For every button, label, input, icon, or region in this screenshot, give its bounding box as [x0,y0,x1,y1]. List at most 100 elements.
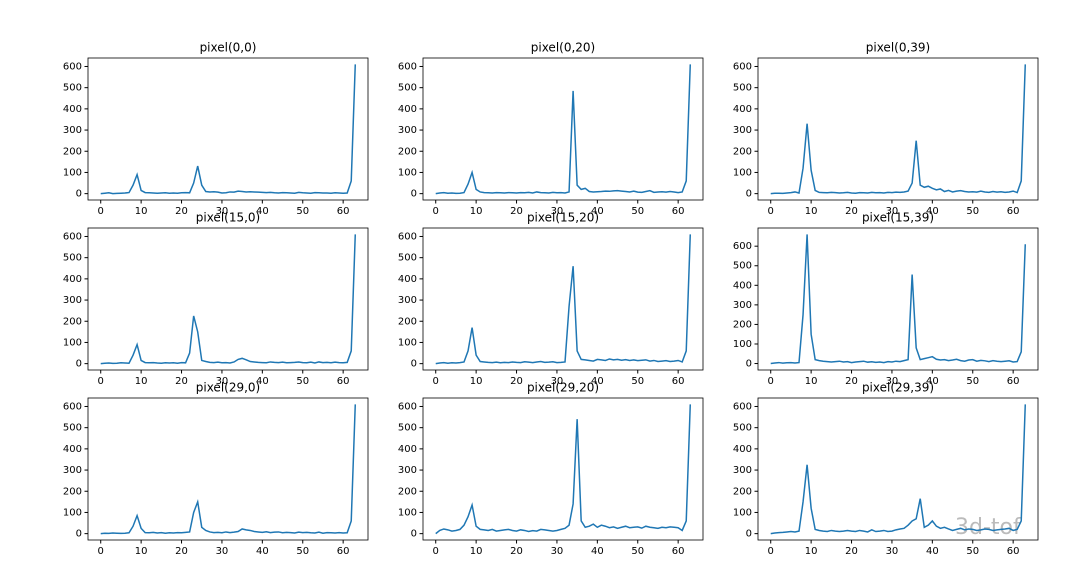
x-tick-label: 60 [337,376,350,387]
x-tick-label: 60 [337,546,350,557]
y-tick-label: 100 [63,337,82,348]
x-tick-label: 20 [175,206,188,217]
x-tick-label: 20 [510,376,523,387]
y-tick-label: 100 [733,507,752,518]
x-tick-label: 50 [631,376,644,387]
x-tick-label: 50 [966,546,979,557]
y-tick-label: 400 [398,444,417,455]
x-tick-label: 20 [845,376,858,387]
x-tick-label: 60 [1007,206,1020,217]
x-tick-label: 50 [296,546,309,557]
x-tick-label: 40 [591,376,604,387]
x-tick-label: 30 [216,376,229,387]
y-tick-label: 0 [411,529,417,540]
x-tick-label: 0 [98,376,104,387]
y-tick-label: 200 [63,316,82,327]
x-tick-label: 20 [845,546,858,557]
y-tick-label: 200 [733,146,752,157]
axes-frame [757,397,1039,541]
x-tick-label: 20 [510,546,523,557]
x-tick-label: 0 [768,376,774,387]
x-tick-label: 50 [296,376,309,387]
y-tick-label: 0 [411,189,417,200]
y-tick-label: 500 [398,423,417,434]
x-tick-label: 10 [470,206,483,217]
chart-title: pixel(29,20) [527,381,599,395]
y-tick-label: 500 [733,83,752,94]
axes-frame [757,227,1039,371]
x-tick-label: 60 [672,376,685,387]
x-tick-label: 50 [966,206,979,217]
y-tick-label: 100 [398,167,417,178]
x-tick-label: 0 [433,376,439,387]
x-tick-label: 40 [256,376,269,387]
x-tick-label: 60 [1007,546,1020,557]
axes-frame [422,397,704,541]
y-tick-label: 500 [398,83,417,94]
x-tick-label: 60 [1007,376,1020,387]
x-tick-label: 30 [551,376,564,387]
y-tick-label: 300 [398,465,417,476]
y-tick-label: 0 [76,189,82,200]
y-tick-label: 500 [733,423,752,434]
chart-title: pixel(15,0) [196,211,260,225]
y-tick-label: 300 [733,125,752,136]
y-tick-label: 0 [746,529,752,540]
axes-frame [87,57,369,201]
x-tick-label: 20 [175,376,188,387]
y-tick-label: 100 [63,167,82,178]
x-tick-label: 0 [98,206,104,217]
axes-frame [87,397,369,541]
x-tick-label: 30 [551,206,564,217]
y-tick-label: 600 [733,61,752,72]
y-tick-label: 600 [733,401,752,412]
x-tick-label: 10 [135,546,148,557]
y-tick-label: 200 [733,319,752,330]
x-tick-label: 50 [631,546,644,557]
y-tick-label: 400 [398,104,417,115]
y-tick-label: 100 [63,507,82,518]
y-tick-label: 200 [63,146,82,157]
x-tick-label: 20 [510,206,523,217]
data-line [435,64,692,195]
y-tick-label: 200 [733,486,752,497]
x-tick-label: 10 [135,206,148,217]
y-tick-label: 600 [63,231,82,242]
y-tick-label: 600 [63,401,82,412]
y-tick-label: 500 [63,423,82,434]
x-tick-label: 30 [886,206,899,217]
chart-title: pixel(15,39) [862,211,934,225]
x-tick-label: 10 [470,546,483,557]
y-tick-label: 0 [76,359,82,370]
y-tick-label: 500 [63,83,82,94]
data-line [100,404,357,535]
x-tick-label: 10 [470,376,483,387]
y-tick-label: 600 [63,61,82,72]
x-tick-label: 30 [886,376,899,387]
data-line [770,234,1027,365]
data-line [100,234,357,365]
y-tick-label: 400 [733,280,752,291]
y-tick-label: 400 [63,444,82,455]
x-tick-label: 40 [591,206,604,217]
x-tick-label: 40 [926,376,939,387]
x-tick-label: 40 [926,546,939,557]
chart-title: pixel(0,39) [866,41,930,55]
axes-frame [422,227,704,371]
y-tick-label: 300 [733,300,752,311]
y-tick-label: 500 [398,253,417,264]
x-tick-label: 60 [672,546,685,557]
x-tick-label: 20 [845,206,858,217]
data-line [100,64,357,195]
x-tick-label: 10 [805,206,818,217]
y-tick-label: 300 [63,465,82,476]
data-line [435,404,692,535]
y-tick-label: 500 [733,261,752,272]
y-tick-label: 100 [733,339,752,350]
chart-title: pixel(0,20) [531,41,595,55]
x-tick-label: 40 [926,206,939,217]
x-tick-label: 0 [98,546,104,557]
x-tick-label: 50 [966,376,979,387]
y-tick-label: 200 [398,146,417,157]
chart-title: pixel(0,0) [200,41,257,55]
